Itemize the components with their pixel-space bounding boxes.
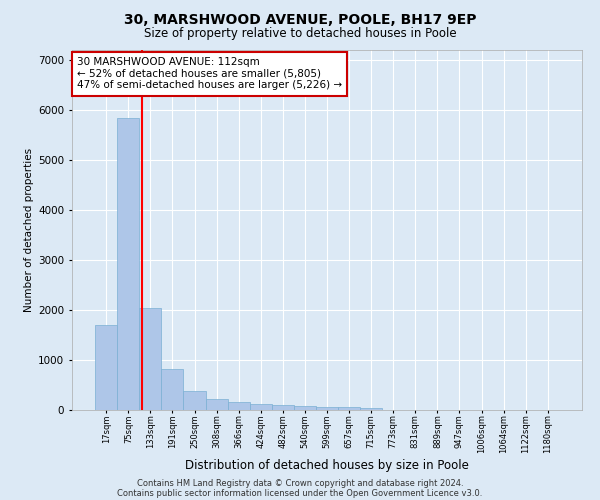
Bar [316, 406, 338, 410]
Text: Size of property relative to detached houses in Poole: Size of property relative to detached ho… [143, 28, 457, 40]
Bar [95, 325, 117, 410]
Bar [272, 405, 294, 410]
Text: Contains HM Land Registry data © Crown copyright and database right 2024.: Contains HM Land Registry data © Crown c… [137, 478, 463, 488]
Text: 30 MARSHWOOD AVENUE: 112sqm
← 52% of detached houses are smaller (5,805)
47% of : 30 MARSHWOOD AVENUE: 112sqm ← 52% of det… [77, 57, 342, 90]
X-axis label: Distribution of detached houses by size in Poole: Distribution of detached houses by size … [185, 458, 469, 471]
Y-axis label: Number of detached properties: Number of detached properties [24, 148, 34, 312]
Text: 30, MARSHWOOD AVENUE, POOLE, BH17 9EP: 30, MARSHWOOD AVENUE, POOLE, BH17 9EP [124, 12, 476, 26]
Bar [139, 308, 161, 410]
Bar [338, 407, 360, 410]
Bar [184, 391, 206, 410]
Bar [161, 369, 184, 410]
Bar [227, 402, 250, 410]
Bar [117, 118, 139, 410]
Bar [250, 404, 272, 410]
Bar [206, 399, 227, 410]
Bar [360, 408, 382, 410]
Text: Contains public sector information licensed under the Open Government Licence v3: Contains public sector information licen… [118, 488, 482, 498]
Bar [294, 406, 316, 410]
